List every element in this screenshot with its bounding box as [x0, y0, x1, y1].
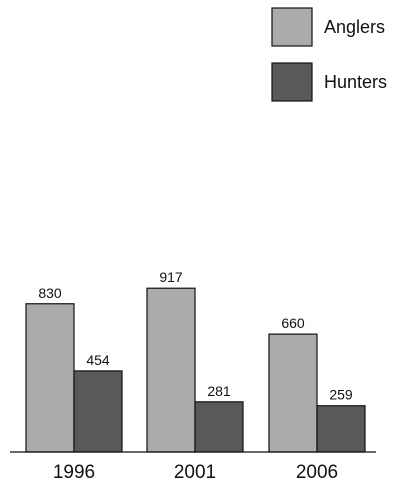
data-label-anglers-2001: 917	[159, 269, 183, 285]
bar-hunters-1996	[73, 370, 123, 453]
data-label-anglers-1996: 830	[38, 285, 62, 301]
data-label-hunters-1996: 454	[86, 352, 110, 368]
bars	[25, 287, 366, 453]
x-tick-label-1996: 1996	[53, 462, 95, 480]
bar-anglers-2001	[146, 287, 196, 453]
legend-swatch-hunters	[271, 62, 313, 102]
legend-label-anglers: Anglers	[324, 17, 385, 37]
x-tick-label-2001: 2001	[174, 462, 216, 480]
legend-label-hunters: Hunters	[324, 72, 387, 92]
data-label-hunters-2006: 259	[329, 387, 353, 403]
x-tick-label-2006: 2006	[296, 462, 338, 480]
data-labels: 830 454 917 281 660 259	[38, 269, 353, 403]
legend: Anglers Hunters	[271, 7, 387, 102]
bar-anglers-1996	[25, 303, 75, 453]
x-tick-labels: 1996 2001 2006	[53, 462, 338, 480]
data-label-hunters-2001: 281	[207, 383, 231, 399]
bar-hunters-2006	[316, 405, 366, 453]
legend-swatch-anglers	[271, 7, 313, 47]
bar-anglers-2006	[268, 333, 318, 453]
bar-hunters-2001	[194, 401, 244, 453]
data-label-anglers-2006: 660	[281, 315, 305, 331]
